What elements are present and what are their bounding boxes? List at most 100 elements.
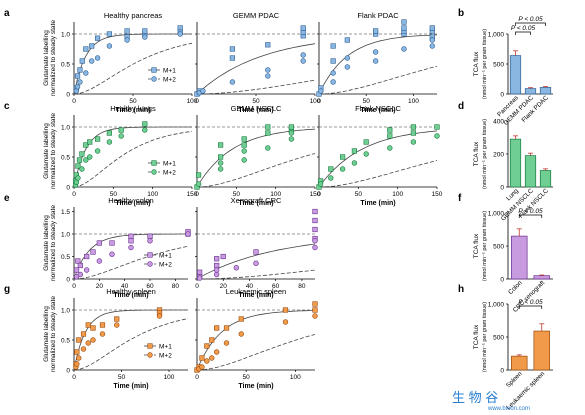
data-point-m1 — [265, 124, 271, 130]
y-tick-label: 0 — [66, 185, 70, 192]
significance-bracket — [518, 305, 543, 309]
data-point-m1 — [95, 35, 101, 41]
data-point-m1 — [142, 28, 148, 34]
data-point-m1 — [410, 130, 417, 136]
x-tick-label: 50 — [363, 98, 371, 105]
bar-y-tick-label: 1,000 — [488, 211, 505, 218]
data-point-m1 — [351, 148, 358, 154]
data-point-m1 — [241, 136, 247, 142]
panel-title: Healthy pancreas — [104, 11, 163, 20]
scatter-panel-c-3: Flank NSCLC 0 50 100 150 Time (min) — [316, 104, 443, 207]
y-axis-label-line1: Glutamate labelling — [43, 215, 50, 271]
data-point-m2 — [351, 160, 358, 166]
bar-category-label: Spleen — [505, 370, 524, 389]
data-point-m1 — [387, 133, 393, 139]
data-point-m1 — [89, 43, 95, 49]
data-point-m2 — [109, 251, 115, 257]
data-point-m2 — [209, 355, 215, 361]
y-tick-label: 1.0 — [61, 232, 70, 239]
panel-title: Flank NSCLC — [355, 104, 401, 113]
data-point-m2 — [90, 337, 96, 343]
data-point-m2 — [410, 139, 417, 145]
x-tick-label: 100 — [290, 374, 301, 381]
x-axis-label: Time (min) — [115, 200, 150, 207]
data-point-m1 — [218, 154, 224, 160]
data-point-m2 — [288, 130, 295, 136]
data-point-m1 — [429, 25, 435, 31]
bar — [533, 330, 550, 371]
y-tick-label: 1.0 — [61, 308, 70, 315]
fit-curve-m2 — [197, 269, 316, 280]
fit-curve-m1 — [73, 126, 192, 188]
data-point-m1 — [265, 42, 271, 48]
data-point-m2 — [241, 148, 247, 154]
data-point-m2 — [76, 355, 82, 361]
legend-marker-m2 — [151, 169, 157, 175]
data-point-m2 — [300, 52, 306, 58]
data-point-m1 — [106, 130, 112, 136]
figure-row-e: e Healthy colon 0 20 40 60 80 Time (min) 0 0.5 1.0… — [4, 193, 553, 314]
data-point-m2 — [213, 271, 220, 278]
panel-letter-h: h — [458, 284, 464, 295]
data-point-m2 — [114, 322, 120, 328]
bar-y-axis-unit: (nmol min⁻¹ per gram tissue) — [482, 119, 488, 189]
data-point-m1 — [363, 139, 369, 145]
scatter-panel-c-2: GEMM NSCLC 0 50 100 150 Time (min) — [194, 104, 321, 207]
data-point-m2 — [282, 319, 289, 325]
data-point-m2 — [142, 34, 148, 40]
data-point-m1 — [312, 226, 318, 233]
data-point-m2 — [318, 88, 324, 94]
panel-title: Healthy colon — [108, 196, 153, 205]
legend-marker-m1 — [147, 252, 153, 258]
x-tick-label: 100 — [310, 98, 321, 105]
data-point-m1 — [75, 163, 81, 169]
bar-category-label: Colon — [507, 279, 524, 296]
data-point-m2 — [387, 145, 393, 151]
data-point-m1 — [74, 73, 81, 79]
figure-row-g: g Healthy spleen 0 50 100 Time (min) 0 0.5 1.0 Gl… — [4, 284, 553, 411]
fit-curve-m2 — [196, 334, 316, 371]
y-tick-label: 0.5 — [61, 62, 70, 69]
data-point-m2 — [80, 346, 87, 352]
data-point-m2 — [317, 181, 324, 187]
data-point-m2 — [77, 79, 83, 85]
data-point-m1 — [87, 139, 93, 145]
significance-label: P < 0.05 — [518, 208, 543, 215]
bar — [524, 88, 537, 95]
data-point-m1 — [401, 19, 407, 25]
y-tick-label: 0 — [66, 368, 70, 375]
y-tick-label: 1.0 — [61, 125, 70, 132]
y-axis-label-line1: Glutamate labelling — [43, 306, 50, 362]
data-point-m2 — [147, 238, 153, 244]
x-tick-label: 0 — [195, 374, 199, 381]
data-point-m1 — [288, 124, 295, 130]
data-point-m1 — [124, 28, 130, 34]
data-point-m1 — [142, 121, 148, 127]
data-point-m2 — [265, 73, 271, 79]
data-point-m2 — [312, 238, 318, 244]
data-point-m2 — [199, 364, 205, 370]
data-point-m2 — [94, 55, 101, 61]
bar-y-axis-label: TCA flux — [473, 324, 480, 349]
y-axis-label-line2: normalized to steady state — [50, 113, 57, 189]
panel-title: Leukaemic spleen — [226, 287, 286, 296]
legend: M+1M+2 — [144, 252, 172, 269]
bar-y-tick-label: 1,000 — [488, 32, 505, 39]
x-tick-label: 0 — [195, 191, 199, 198]
x-tick-label: 60 — [272, 283, 280, 290]
panel-title: GEMM PDAC — [233, 11, 280, 20]
data-point-m1 — [209, 337, 215, 343]
data-point-m1 — [214, 256, 220, 262]
data-point-m1 — [373, 28, 379, 34]
x-tick-label: 0 — [72, 98, 76, 105]
legend-label-m1: M+1 — [159, 253, 172, 260]
data-point-m1 — [128, 238, 134, 244]
bar-y-tick-label: 500 — [493, 244, 504, 251]
legend-marker-m2 — [147, 352, 153, 358]
data-point-m1 — [229, 46, 236, 52]
data-point-m2 — [233, 265, 240, 271]
data-point-m1 — [95, 136, 101, 142]
data-point-m1 — [265, 130, 271, 136]
legend-label-m2: M+2 — [163, 77, 176, 84]
legend: M+1M+2 — [144, 343, 172, 360]
